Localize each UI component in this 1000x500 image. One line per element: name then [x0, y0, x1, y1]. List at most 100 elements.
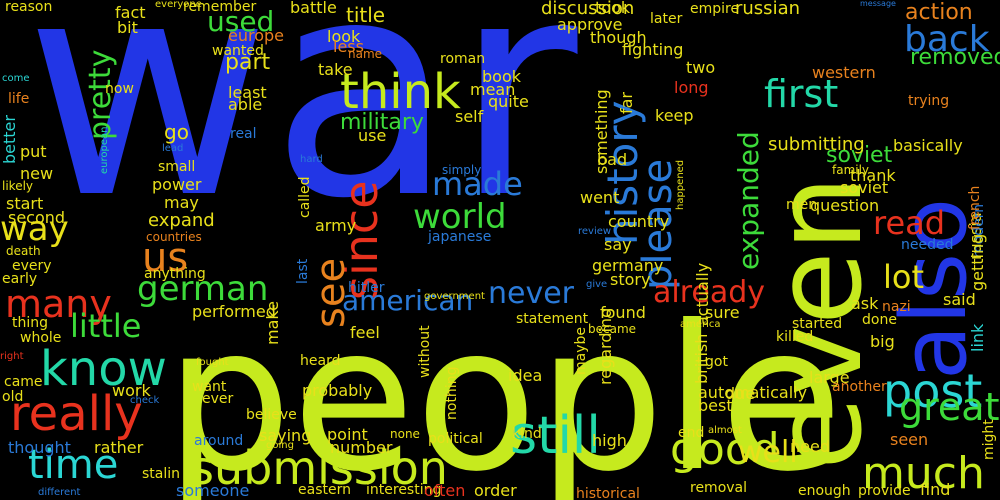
- cloud-word: end: [678, 425, 705, 441]
- cloud-word: way: [0, 209, 69, 249]
- cloud-word: removal: [690, 480, 748, 496]
- cloud-word: hard: [300, 154, 323, 165]
- cloud-word: number: [330, 438, 393, 457]
- cloud-word: expand: [148, 210, 215, 231]
- cloud-word: well: [738, 435, 798, 470]
- cloud-word: bit: [117, 18, 138, 37]
- cloud-word: approve: [557, 15, 623, 34]
- cloud-word: bad: [597, 150, 628, 169]
- cloud-word: still: [510, 406, 601, 466]
- cloud-word: quite: [488, 92, 529, 111]
- cloud-word: action: [905, 0, 973, 25]
- cloud-word: expanded: [732, 131, 765, 270]
- cloud-word: message: [860, 0, 896, 8]
- cloud-word: historical: [576, 486, 640, 500]
- cloud-word: real: [230, 126, 257, 142]
- cloud-word: everyone: [155, 0, 202, 10]
- cloud-word: high: [592, 431, 627, 450]
- cloud-word: wanted: [212, 43, 264, 59]
- cloud-word: likely: [2, 179, 34, 193]
- cloud-word: long: [674, 78, 709, 97]
- cloud-word: ask: [851, 294, 879, 313]
- cloud-word: fought: [196, 357, 229, 368]
- cloud-word: many: [5, 282, 112, 326]
- cloud-word: empire: [690, 1, 740, 17]
- cloud-word: almost: [708, 425, 742, 436]
- cloud-word: us: [142, 235, 189, 281]
- cloud-word: best: [698, 396, 733, 415]
- cloud-word: good: [670, 424, 780, 475]
- cloud-word: self: [455, 107, 484, 126]
- cloud-word: got: [705, 354, 728, 370]
- cloud-word: new: [20, 164, 54, 183]
- cloud-word: go: [164, 120, 189, 144]
- cloud-word: death: [6, 244, 41, 258]
- cloud-word: maybe: [573, 326, 589, 375]
- cloud-word: put: [20, 142, 47, 161]
- cloud-word: enough: [798, 483, 851, 499]
- cloud-word: little: [70, 307, 142, 345]
- cloud-word: later: [650, 11, 683, 27]
- cloud-word: better: [0, 115, 19, 164]
- cloud-word: early: [2, 271, 38, 287]
- cloud-word: say: [604, 235, 632, 254]
- cloud-word: mean: [470, 80, 516, 99]
- cloud-word: found: [600, 303, 646, 322]
- cloud-word: without: [417, 325, 433, 378]
- cloud-word: though: [590, 28, 647, 47]
- cloud-word: killed: [776, 329, 814, 345]
- cloud-word: find: [920, 480, 951, 499]
- cloud-word: might: [981, 419, 997, 460]
- cloud-word: became: [588, 322, 637, 336]
- cloud-word: germany: [592, 256, 664, 275]
- cloud-word: army: [315, 216, 357, 235]
- cloud-word: made: [432, 165, 523, 203]
- cloud-word: thought: [8, 438, 71, 457]
- cloud-word: make: [263, 301, 282, 345]
- cloud-word: two: [686, 58, 716, 77]
- cloud-word: every: [12, 258, 52, 274]
- cloud-word: point: [327, 425, 368, 444]
- cloud-word: probably: [302, 381, 373, 400]
- cloud-word: work: [112, 381, 151, 400]
- cloud-word: link: [968, 323, 987, 352]
- cloud-word: battle: [290, 0, 337, 17]
- cloud-word: far: [617, 91, 636, 114]
- cloud-word: different: [38, 487, 81, 498]
- cloud-word: book: [482, 67, 521, 86]
- cloud-word: discussion: [541, 0, 635, 19]
- cloud-word: performed: [192, 302, 276, 321]
- cloud-word: political: [428, 431, 483, 447]
- cloud-word: men: [786, 197, 818, 213]
- cloud-word: see: [308, 257, 354, 328]
- cloud-word: much: [862, 448, 985, 499]
- cloud-word: great: [899, 385, 1000, 429]
- cloud-word: world: [413, 197, 507, 237]
- cloud-word: feel: [350, 323, 380, 342]
- cloud-word: basically: [893, 136, 963, 155]
- cloud-word: another: [832, 379, 887, 395]
- cloud-word: part: [225, 50, 271, 75]
- cloud-word: start: [6, 194, 44, 213]
- cloud-word: german: [137, 269, 269, 309]
- cloud-word: used: [207, 5, 275, 38]
- cloud-word: russian: [735, 0, 801, 19]
- cloud-word: order: [474, 481, 517, 500]
- cloud-word: question: [810, 196, 880, 215]
- cloud-word: america: [680, 319, 721, 330]
- cloud-word: old: [2, 389, 24, 405]
- cloud-word: ever: [202, 391, 234, 407]
- cloud-word: rather: [94, 438, 144, 457]
- cloud-word: right: [0, 351, 24, 362]
- cloud-word: japanese: [428, 229, 492, 245]
- cloud-word: review: [578, 226, 612, 237]
- cloud-word: come: [2, 73, 30, 84]
- cloud-word: sure: [705, 303, 740, 322]
- cloud-word: american: [342, 284, 474, 317]
- cloud-word: know: [40, 341, 167, 397]
- cloud-word: soviet: [826, 143, 893, 168]
- cloud-word: family: [832, 163, 870, 177]
- cloud-word: seen: [890, 430, 929, 449]
- cloud-word: roman: [440, 51, 486, 67]
- cloud-word: first: [764, 72, 839, 116]
